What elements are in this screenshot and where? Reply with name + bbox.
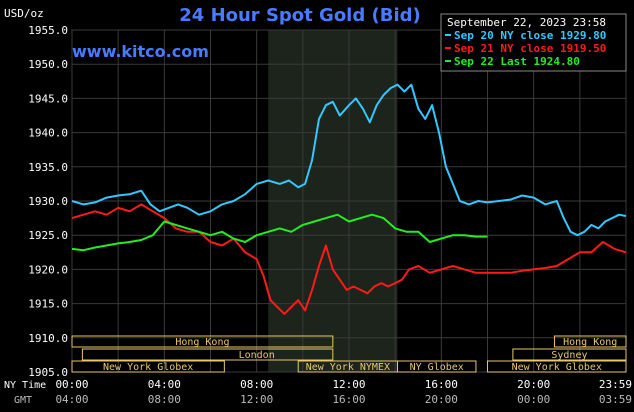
y-tick-label: 1930.0 [28, 195, 68, 208]
x-tick-label-ny: 20:00 [517, 378, 550, 391]
y-tick-label: 1920.0 [28, 263, 68, 276]
x-tick-label-ny: 12:00 [332, 378, 365, 391]
market-session-label: New York Globex [103, 362, 193, 373]
x-tick-label-ny: 08:00 [240, 378, 273, 391]
y-tick-label: 1905.0 [28, 366, 68, 379]
legend-entry-3: Sep 22 Last 1924.80 [454, 55, 580, 68]
y-tick-label: 1940.0 [28, 127, 68, 140]
x-tick-label-ny: 04:00 [148, 378, 181, 391]
chart-title: 24 Hour Spot Gold (Bid) [179, 5, 420, 26]
x-axis-caption-ny: NY Time [4, 380, 46, 391]
x-axis-caption-gmt: GMT [14, 395, 32, 406]
series-line-3 [71, 213, 488, 252]
y-tick-label: 1910.0 [28, 332, 68, 345]
x-tick-label-gmt: 12:00 [240, 393, 273, 406]
legend-entry-2: Sep 21 NY close 1919.50 [454, 42, 606, 55]
market-session-label: NY Globex [410, 362, 464, 373]
x-tick-label-gmt: 20:00 [425, 393, 458, 406]
x-tick-label-gmt: 08:00 [148, 393, 181, 406]
y-tick-label: 1925.0 [28, 229, 68, 242]
market-session-box [71, 335, 334, 348]
market-session-label: London [239, 350, 275, 361]
x-tick-label-gmt: 16:00 [332, 393, 365, 406]
x-tick-label-ny: 23:59 [599, 378, 632, 391]
y-axis-unit: USD/oz [4, 7, 44, 20]
x-tick-label-gmt: 04:00 [55, 393, 88, 406]
y-tick-label: 1950.0 [28, 58, 68, 71]
x-tick-label-gmt: 00:00 [517, 393, 550, 406]
legend-box [440, 13, 627, 72]
market-session-label: Sydney [551, 350, 587, 361]
market-session-label: New York Globex [512, 362, 602, 373]
market-session-box [487, 360, 627, 373]
market-session-box [71, 360, 225, 373]
series-line-1 [71, 83, 627, 237]
y-tick-label: 1945.0 [28, 92, 68, 105]
legend-entry-1: Sep 20 NY close 1929.80 [454, 29, 606, 42]
y-tick-label: 1915.0 [28, 298, 68, 311]
market-session-label: Hong Kong [175, 337, 229, 348]
site-watermark: www.kitco.com [72, 42, 209, 61]
y-tick-label: 1935.0 [28, 161, 68, 174]
y-tick-label: 1955.0 [28, 24, 68, 37]
x-tick-label-ny: 00:00 [55, 378, 88, 391]
series-line-2 [71, 203, 627, 315]
market-session-box [512, 348, 627, 361]
legend-date-stamp: September 22, 2023 23:58 [447, 16, 606, 29]
market-session-box [553, 335, 627, 348]
market-session-label: Hong Kong [563, 337, 617, 348]
x-tick-label-gmt: 03:59 [599, 393, 632, 406]
market-session-label: New York NYMEX [306, 362, 390, 373]
x-tick-label-ny: 16:00 [425, 378, 458, 391]
market-session-box [396, 360, 477, 373]
